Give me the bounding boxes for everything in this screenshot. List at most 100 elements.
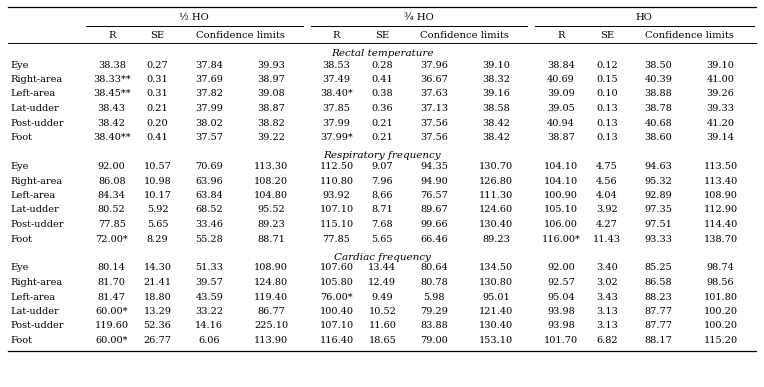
Text: 10.98: 10.98 [144,176,171,185]
Text: ½ HO: ½ HO [180,14,209,22]
Text: 37.63: 37.63 [420,89,448,99]
Text: 38.50: 38.50 [645,60,672,70]
Text: Respiratory frequency: Respiratory frequency [323,151,441,160]
Text: 79.00: 79.00 [420,336,448,345]
Text: 38.40**: 38.40** [93,133,131,142]
Text: 40.94: 40.94 [547,118,575,127]
Text: 87.77: 87.77 [645,307,672,316]
Text: 89.67: 89.67 [420,205,448,214]
Text: 39.08: 39.08 [257,89,285,99]
Text: 114.40: 114.40 [704,220,738,229]
Text: 0.21: 0.21 [371,133,393,142]
Text: SE: SE [375,31,390,39]
Text: 101.80: 101.80 [704,293,737,301]
Text: 37.13: 37.13 [420,104,448,113]
Text: 95.52: 95.52 [257,205,285,214]
Text: 51.33: 51.33 [196,264,223,272]
Text: 70.69: 70.69 [196,162,223,171]
Text: 79.29: 79.29 [420,307,448,316]
Text: 97.35: 97.35 [645,205,672,214]
Text: 3.43: 3.43 [596,293,618,301]
Text: 104.80: 104.80 [254,191,288,200]
Text: 0.15: 0.15 [596,75,618,84]
Text: 37.69: 37.69 [196,75,223,84]
Text: 10.57: 10.57 [144,162,172,171]
Text: Confidence limits: Confidence limits [196,31,285,39]
Text: 80.78: 80.78 [420,278,448,287]
Text: 94.35: 94.35 [420,162,448,171]
Text: 77.85: 77.85 [98,220,125,229]
Text: 8.66: 8.66 [371,191,393,200]
Text: 39.22: 39.22 [257,133,285,142]
Text: 38.78: 38.78 [645,104,672,113]
Text: Foot: Foot [10,336,32,345]
Text: 38.87: 38.87 [547,133,575,142]
Text: 3.40: 3.40 [596,264,618,272]
Text: Post-udder: Post-udder [10,118,63,127]
Text: 130.40: 130.40 [479,322,513,330]
Text: 38.58: 38.58 [482,104,510,113]
Text: 0.13: 0.13 [596,133,618,142]
Text: 0.41: 0.41 [147,133,169,142]
Text: Right-area: Right-area [10,75,62,84]
Text: 93.98: 93.98 [547,322,575,330]
Text: 89.23: 89.23 [482,235,510,243]
Text: 86.77: 86.77 [257,307,285,316]
Text: Cardiac frequency: Cardiac frequency [334,252,430,262]
Text: 104.10: 104.10 [544,176,578,185]
Text: 13.29: 13.29 [144,307,172,316]
Text: 38.84: 38.84 [547,60,575,70]
Text: 0.13: 0.13 [596,104,618,113]
Text: 3.92: 3.92 [596,205,618,214]
Text: Right-area: Right-area [10,176,62,185]
Text: 5.92: 5.92 [147,205,168,214]
Text: 92.57: 92.57 [547,278,575,287]
Text: 72.00*: 72.00* [96,235,128,243]
Text: 38.42: 38.42 [482,118,510,127]
Text: Foot: Foot [10,235,32,243]
Text: 86.08: 86.08 [98,176,125,185]
Text: 94.63: 94.63 [645,162,672,171]
Text: 60.00*: 60.00* [96,307,128,316]
Text: 38.43: 38.43 [98,104,126,113]
Text: 105.10: 105.10 [544,205,578,214]
Text: 107.60: 107.60 [319,264,354,272]
Text: 39.26: 39.26 [707,89,734,99]
Text: 116.40: 116.40 [319,336,354,345]
Text: 8.71: 8.71 [371,205,393,214]
Text: 39.09: 39.09 [547,89,575,99]
Text: 121.40: 121.40 [479,307,513,316]
Text: 0.13: 0.13 [596,118,618,127]
Text: 0.36: 0.36 [371,104,393,113]
Text: 104.10: 104.10 [544,162,578,171]
Text: 40.68: 40.68 [645,118,672,127]
Text: 5.65: 5.65 [147,220,168,229]
Text: 113.40: 113.40 [704,176,738,185]
Text: 39.14: 39.14 [707,133,734,142]
Text: 119.60: 119.60 [95,322,128,330]
Text: 85.25: 85.25 [645,264,672,272]
Text: 38.45**: 38.45** [93,89,131,99]
Text: 115.20: 115.20 [704,336,737,345]
Text: 66.46: 66.46 [420,235,448,243]
Text: 92.89: 92.89 [645,191,672,200]
Text: 4.04: 4.04 [596,191,618,200]
Text: 108.20: 108.20 [254,176,288,185]
Text: 124.60: 124.60 [479,205,513,214]
Text: 37.82: 37.82 [196,89,223,99]
Text: 81.47: 81.47 [98,293,126,301]
Text: 3.02: 3.02 [596,278,618,287]
Text: 38.32: 38.32 [482,75,510,84]
Text: 6.82: 6.82 [596,336,618,345]
Text: 38.02: 38.02 [196,118,223,127]
Text: 77.85: 77.85 [322,235,351,243]
Text: 38.38: 38.38 [98,60,125,70]
Text: 37.99: 37.99 [322,118,351,127]
Text: 113.30: 113.30 [254,162,288,171]
Text: 116.00*: 116.00* [542,235,581,243]
Text: 92.00: 92.00 [547,264,575,272]
Text: 26.77: 26.77 [144,336,172,345]
Text: Lat-udder: Lat-udder [10,205,59,214]
Text: 33.22: 33.22 [195,307,223,316]
Text: 83.88: 83.88 [420,322,448,330]
